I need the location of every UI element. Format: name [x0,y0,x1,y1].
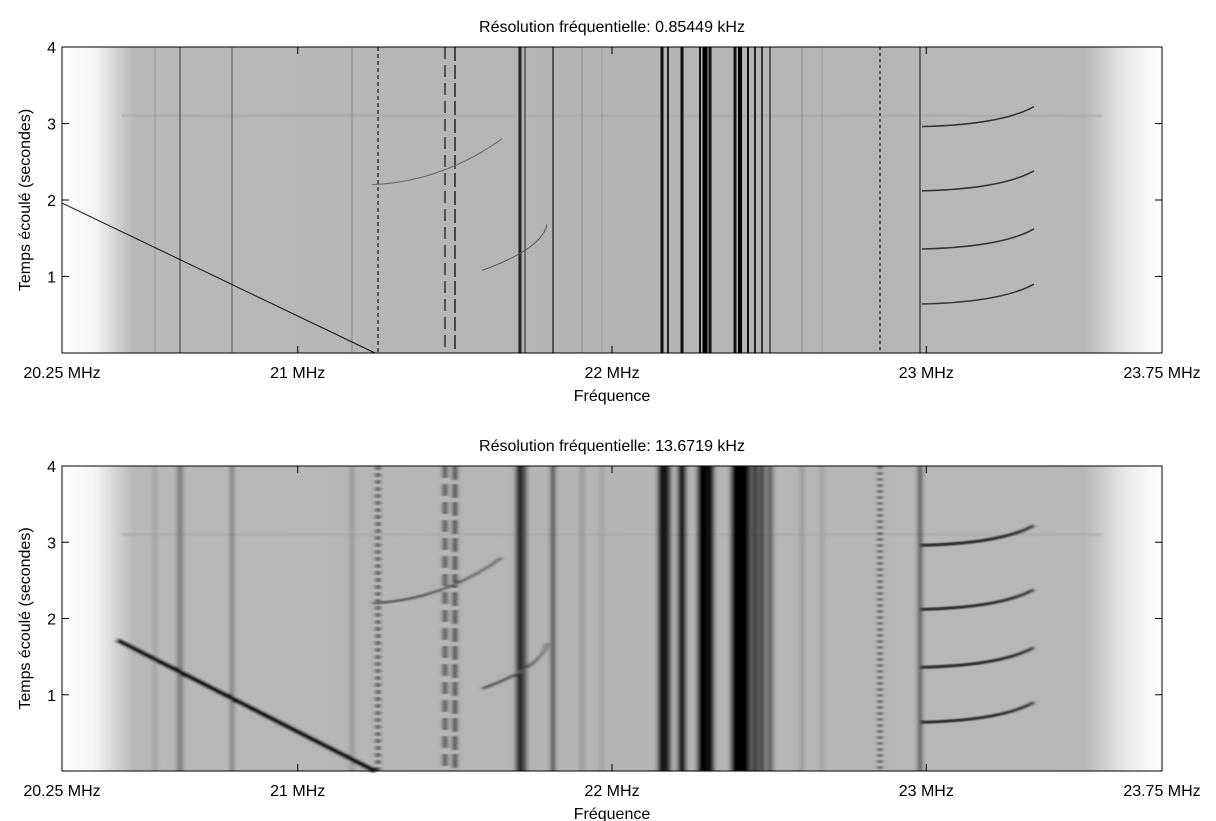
x-tick-label: 22 MHz [584,783,639,800]
x-tick-label: 21 MHz [270,783,325,800]
x-axis-label: Fréquence [574,388,651,405]
plot-area [62,466,1162,774]
x-tick-label: 23 MHz [899,365,954,382]
sweep-trace [921,523,1035,548]
sweep-trace [921,645,1035,670]
spectrogram [61,47,1162,354]
x-tick-label: 22 MHz [584,365,639,382]
sweep-trace [921,283,1035,305]
sweep-trace [481,642,549,691]
y-tick-label: 3 [47,535,56,552]
sweep-trace [921,105,1035,128]
y-tick-label: 4 [47,40,56,57]
y-axis-label: Temps écoulé (secondes) [17,527,34,709]
y-tick-label: 1 [47,688,56,705]
y-axis-label: Temps écoulé (secondes) [17,109,34,291]
sweep-trace [921,587,1035,612]
chart-title: Résolution fréquentielle: 13.6719 kHz [479,438,745,455]
spectrogram-background [62,47,1162,353]
y-tick-label: 2 [47,193,56,210]
x-tick-label: 20.25 MHz [23,783,100,800]
x-tick-label: 21 MHz [270,365,325,382]
horizontal-band [122,533,1102,537]
sweep-trace [371,138,503,186]
y-tick-label: 3 [47,117,56,134]
x-tick-label: 23.75 MHz [1123,365,1200,382]
x-tick-label: 23 MHz [899,783,954,800]
sweep-trace [921,700,1035,724]
y-tick-label: 1 [47,270,56,287]
spectrogram-background [62,466,1162,771]
horizontal-band [122,114,1102,118]
chart-title: Résolution fréquentielle: 0.85449 kHz [479,19,745,36]
sweep-trace [481,224,548,271]
sweep-trace [921,228,1035,250]
spectrogram [62,466,1162,774]
sweep-trace [371,556,503,605]
sweep-trace [921,170,1035,192]
y-tick-label: 2 [47,612,56,629]
plot-area [61,47,1162,354]
chirp-trace [115,637,377,774]
x-tick-label: 23.75 MHz [1123,783,1200,800]
x-axis-label: Fréquence [574,806,651,821]
x-tick-label: 20.25 MHz [23,365,100,382]
chirp-trace [61,202,376,354]
y-tick-label: 4 [47,459,56,476]
